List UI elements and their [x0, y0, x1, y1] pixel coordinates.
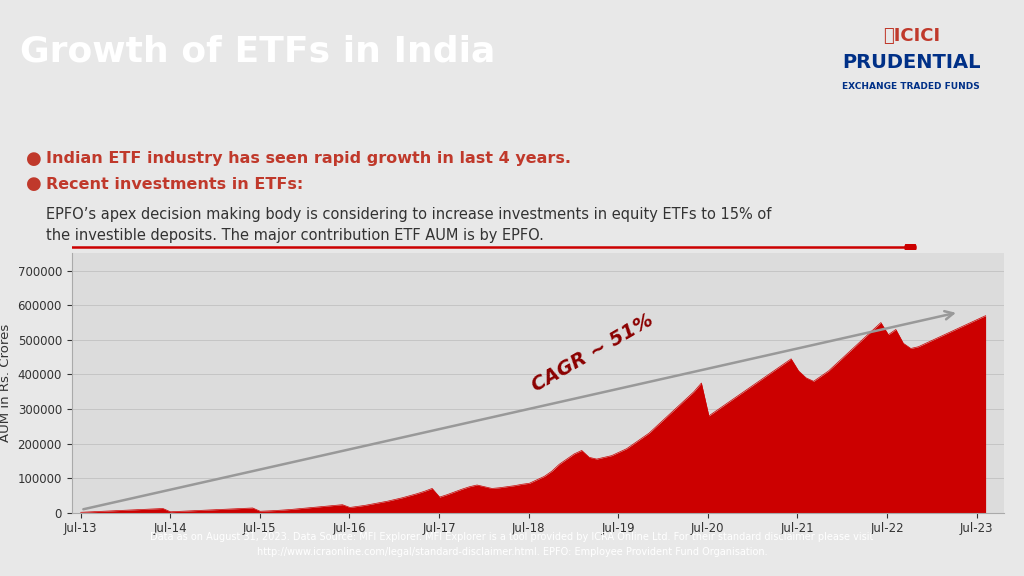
Text: EXCHANGE TRADED FUNDS: EXCHANGE TRADED FUNDS: [843, 82, 980, 90]
Text: ⓘICICI: ⓘICICI: [883, 27, 940, 46]
Text: CAGR ~ 51%: CAGR ~ 51%: [528, 310, 656, 396]
Text: EPFO’s apex decision making body is considering to increase investments in equit: EPFO’s apex decision making body is cons…: [46, 207, 771, 242]
Text: ●: ●: [26, 175, 41, 194]
Text: ●: ●: [26, 150, 41, 168]
Text: Growth of ETFs in India: Growth of ETFs in India: [20, 35, 496, 69]
Y-axis label: AUM in Rs. Crores: AUM in Rs. Crores: [0, 324, 12, 442]
Text: PRUDENTIAL: PRUDENTIAL: [842, 53, 981, 71]
Text: Indian ETF industry has seen rapid growth in last 4 years.: Indian ETF industry has seen rapid growt…: [46, 151, 571, 166]
Text: Recent investments in ETFs:: Recent investments in ETFs:: [46, 177, 303, 192]
Text: Data as on August 31, 2023. Data Source: MFI Explorer. MFI Explorer is a tool pr: Data as on August 31, 2023. Data Source:…: [151, 532, 873, 557]
